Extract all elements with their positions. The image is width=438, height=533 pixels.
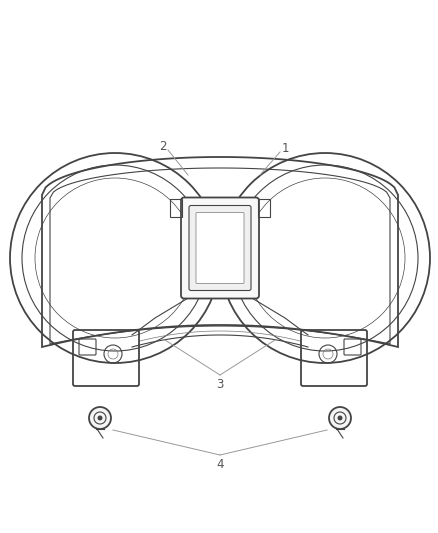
FancyBboxPatch shape (189, 206, 251, 290)
FancyBboxPatch shape (196, 213, 244, 284)
Circle shape (329, 407, 351, 429)
FancyBboxPatch shape (181, 198, 259, 298)
Text: 2: 2 (159, 140, 167, 152)
Text: 3: 3 (216, 378, 224, 392)
Circle shape (89, 407, 111, 429)
Circle shape (98, 416, 102, 421)
Text: 4: 4 (216, 458, 224, 472)
Circle shape (338, 416, 343, 421)
Text: 1: 1 (281, 141, 289, 155)
